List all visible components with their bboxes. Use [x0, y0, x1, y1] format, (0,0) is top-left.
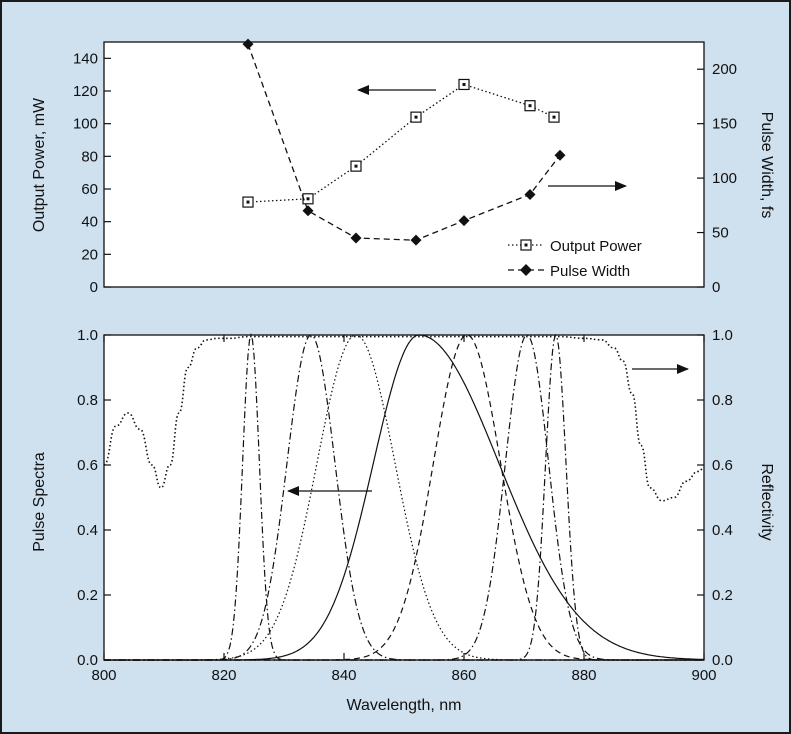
- output-power-point-dot: [462, 82, 466, 86]
- top-left-tick-label: 20: [81, 246, 98, 263]
- top-left-tick-label: 0: [90, 279, 98, 296]
- output-power-point-dot: [552, 115, 556, 119]
- pulse-width-point: [554, 149, 566, 161]
- x-tick-label: 820: [211, 667, 236, 684]
- bottom-right-tick-label: 0.6: [712, 457, 733, 474]
- x-tick-label: 880: [571, 667, 596, 684]
- pulse-width-point: [242, 38, 254, 50]
- bottom-left-axis-title: Pulse Spectra: [31, 452, 48, 552]
- output-power-point-dot: [414, 115, 418, 119]
- top-left-tick-label: 40: [81, 214, 98, 231]
- x-tick-label: 800: [91, 667, 116, 684]
- pulse-width-point: [302, 205, 314, 217]
- output-power-point-dot: [528, 104, 532, 108]
- top-right-axis-title: Pulse Width, fs: [758, 112, 775, 219]
- bottom-left-tick-label: 1.0: [77, 327, 98, 344]
- x-tick-label: 900: [691, 667, 716, 684]
- top-left-axis-title: Output Power, mW: [31, 97, 48, 232]
- bottom-right-tick-label: 0.0: [712, 652, 733, 669]
- bottom-left-tick-label: 0.2: [77, 587, 98, 604]
- top-right-tick-label: 200: [712, 61, 737, 78]
- x-axis-title: Wavelength, nm: [346, 697, 461, 714]
- bottom-plot-area: [103, 334, 705, 661]
- top-chart: 0 20 40 60 80 100 120 140 0 50 100 150 200: [73, 38, 737, 296]
- pulse-width-point: [458, 215, 470, 227]
- pulse-width-point: [410, 234, 422, 246]
- pulse-spectrum-curve: [104, 333, 704, 661]
- output-power-point-dot: [354, 164, 358, 168]
- legend-output-power-label: Output Power: [550, 238, 642, 255]
- top-left-tick-label: 100: [73, 116, 98, 133]
- bottom-right-axis-title: Reflectivity: [758, 463, 775, 540]
- top-left-tick-label: 120: [73, 83, 98, 100]
- bottom-left-tick-label: 0.6: [77, 457, 98, 474]
- x-tick-label: 860: [451, 667, 476, 684]
- bottom-left-tick-label: 0.8: [77, 392, 98, 409]
- bottom-chart: 800 820 840 860 880 9000.00.20.40.60.81.00.00…: [77, 327, 733, 684]
- top-right-tick-label: 50: [712, 225, 729, 242]
- pulse-width-point: [524, 188, 536, 200]
- bottom-right-tick-label: 0.4: [712, 522, 733, 539]
- top-right-tick-label: 150: [712, 116, 737, 133]
- top-left-tick-label: 140: [73, 50, 98, 67]
- top-plot-area: [103, 41, 705, 288]
- bottom-right-tick-label: 0.2: [712, 587, 733, 604]
- legend-pulse-width-label: Pulse Width: [550, 263, 630, 280]
- output-power-point-dot: [246, 200, 250, 204]
- legend-pulse-width-marker: [520, 264, 532, 276]
- bottom-right-tick-label: 1.0: [712, 327, 733, 344]
- top-right-tick-label: 100: [712, 170, 737, 187]
- output-power-point-dot: [306, 197, 310, 201]
- x-tick-label: 840: [331, 667, 356, 684]
- bottom-left-tick-label: 0.0: [77, 652, 98, 669]
- bottom-right-tick-label: 0.8: [712, 392, 733, 409]
- top-left-tick-label: 80: [81, 148, 98, 165]
- top-right-tick-label: 0: [712, 279, 720, 296]
- legend: Output Power Pulse Width: [508, 238, 642, 280]
- bottom-left-tick-label: 0.4: [77, 522, 98, 539]
- legend-output-power-marker-dot: [524, 243, 528, 247]
- pulse-width-point: [350, 232, 362, 244]
- top-left-tick-label: 60: [81, 181, 98, 198]
